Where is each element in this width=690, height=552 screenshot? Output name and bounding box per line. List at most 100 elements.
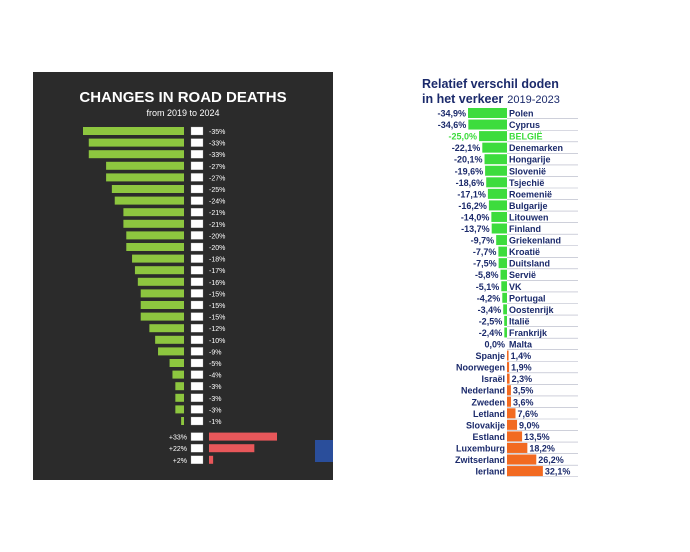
left-bar-label: -27% — [209, 164, 225, 171]
flag-icon — [190, 173, 204, 182]
flag-icon — [190, 312, 204, 321]
left-bar — [88, 150, 184, 159]
right-bar — [501, 281, 507, 292]
flag-icon — [190, 138, 204, 147]
right-bar-value: -25,0% — [449, 132, 478, 142]
right-bar-category: Polen — [509, 109, 534, 119]
left-bar-label: -27% — [209, 175, 225, 182]
right-bar-value: 3,5% — [513, 386, 534, 396]
right-bar-value: -4,2% — [477, 293, 501, 303]
right-bar — [468, 119, 507, 130]
right-bar-category: Tsjechië — [509, 178, 544, 188]
left-bar-label: -5% — [209, 361, 221, 368]
flag-icon — [190, 196, 204, 205]
right-bar — [507, 442, 528, 453]
left-bar-label: -3% — [209, 407, 221, 414]
left-bar — [106, 161, 184, 170]
left-bar — [88, 138, 184, 147]
left-bar — [140, 289, 184, 298]
right-bar-category: Litouwen — [509, 212, 549, 222]
right-bar — [504, 315, 507, 326]
right-bar — [507, 373, 510, 384]
right-chart-title-bold: in het verkeer — [422, 92, 503, 106]
left-bar-label: +22% — [169, 446, 187, 453]
right-bar-value: -3,4% — [478, 305, 502, 315]
left-bar — [175, 393, 184, 402]
flag-icon — [190, 455, 204, 464]
right-bar-category: Slovakije — [466, 420, 505, 430]
right-bar-value: 3,6% — [513, 397, 534, 407]
flag-icon — [190, 266, 204, 275]
left-bar — [126, 243, 184, 251]
left-bar — [123, 219, 184, 228]
left-bar-label: -17% — [209, 268, 225, 275]
left-bar-label: -24% — [209, 199, 225, 206]
right-bar — [498, 246, 507, 257]
right-bar-category: Roemenië — [509, 189, 552, 199]
flag-icon — [190, 231, 204, 240]
right-bar — [507, 396, 512, 407]
right-bar-category: Spanje — [475, 351, 505, 361]
flag-icon — [190, 444, 204, 453]
right-bar-value: -20,1% — [454, 155, 483, 165]
right-bar-category: Finland — [509, 224, 541, 234]
flag-icon — [190, 126, 204, 136]
right-bar-value: -7,7% — [473, 247, 497, 257]
left-bar — [140, 301, 184, 309]
flag-icon — [190, 393, 204, 402]
flag-icon — [190, 208, 204, 217]
right-bar — [502, 292, 507, 303]
left-bar-label: +2% — [173, 458, 187, 465]
right-bar-category: VK — [509, 282, 522, 292]
flag-icon — [190, 242, 204, 252]
right-bar — [484, 154, 507, 165]
right-bar-value: -2,4% — [479, 328, 503, 338]
right-bar-category: Italië — [509, 316, 530, 326]
right-bar-category: Kroatië — [509, 247, 540, 257]
left-chart-subtitle: from 2019 to 2024 — [146, 108, 219, 118]
left-bar-label: -25% — [209, 187, 225, 194]
right-bar-value: 9,0% — [519, 420, 540, 430]
left-bar-label: -4% — [209, 373, 221, 380]
flag-icon — [190, 277, 204, 286]
flag-icon — [190, 370, 204, 379]
left-bar-label: -1% — [209, 419, 221, 426]
flag-icon — [190, 300, 204, 310]
flag-icon — [190, 382, 204, 391]
left-bar — [83, 127, 184, 135]
left-bar — [181, 417, 184, 425]
right-bar-category: BELGIË — [509, 132, 543, 142]
left-bar — [132, 254, 184, 263]
left-bar-label: -33% — [209, 141, 225, 148]
left-bar — [134, 266, 184, 275]
right-bar — [507, 408, 516, 419]
eu-logo-icon — [315, 440, 333, 462]
right-bar — [507, 431, 523, 442]
right-bar-value: -34,6% — [438, 120, 467, 130]
right-bar-value: -22,1% — [452, 143, 481, 153]
right-bar — [507, 350, 509, 361]
right-bar-category: Israël — [481, 374, 505, 384]
right-bar-category: Nederland — [461, 386, 505, 396]
right-bar-value: -17,1% — [457, 189, 486, 199]
flag-icon — [190, 219, 204, 228]
left-bar-label: -33% — [209, 152, 225, 159]
right-bar-category: Luxemburg — [456, 443, 505, 453]
right-bar-category: Zweden — [471, 397, 505, 407]
flag-icon — [190, 161, 204, 170]
right-chart-title-year: 2019-2023 — [507, 94, 560, 106]
right-bar-category: Noorwegen — [456, 363, 505, 373]
right-bar-value: -2,5% — [479, 316, 503, 326]
right-bar-value: 0,0% — [484, 340, 505, 350]
right-bar — [498, 258, 507, 269]
right-bar-value: -18,6% — [456, 178, 485, 188]
relatief-verschil-chart: Relatief verschil doden in het verkeer 20… — [422, 77, 578, 478]
left-chart-title: CHANGES IN ROAD DEATHS — [79, 89, 286, 106]
left-bar-label: -21% — [209, 210, 225, 217]
right-bar-category: Slovenië — [509, 166, 546, 176]
right-bar — [468, 108, 507, 118]
left-bar-label: -12% — [209, 326, 225, 333]
right-bar-value: -5,1% — [476, 282, 500, 292]
flag-icon — [190, 347, 204, 356]
right-bar-value: -34,9% — [437, 109, 466, 119]
